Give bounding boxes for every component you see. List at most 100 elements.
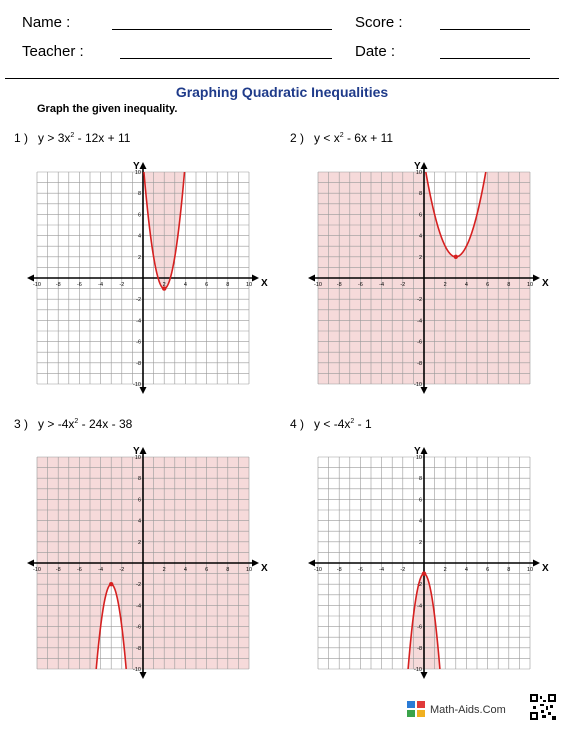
graph-4[interactable]: X Y -10 -8 -6 -4 -2 2 4 6 8 10 -10 -8 -6 -4 -2 2 4 6 8 10 bbox=[282, 437, 564, 697]
x-tick-label: 10 bbox=[246, 282, 252, 288]
y-tick-label: -8 bbox=[136, 361, 141, 367]
problem-rhs: - 24x - 38 bbox=[78, 417, 133, 431]
x-tick-label: 8 bbox=[226, 567, 229, 573]
brand-text[interactable]: Math-Aids.Com bbox=[430, 704, 506, 716]
x-tick-label: -10 bbox=[314, 282, 322, 288]
problem-label-4: 4 ) y < -4x2 - 1 bbox=[290, 417, 372, 431]
y-tick-label: 8 bbox=[138, 476, 141, 482]
x-tick-label: 4 bbox=[465, 567, 468, 573]
x-tick-label: -2 bbox=[400, 567, 405, 573]
y-tick-label: -10 bbox=[133, 667, 141, 673]
x-tick-label: -10 bbox=[33, 567, 41, 573]
y-tick-label: -2 bbox=[136, 297, 141, 303]
math-aids-logo-icon bbox=[407, 701, 425, 717]
y-tick-label: 6 bbox=[138, 497, 141, 503]
axes bbox=[27, 447, 259, 679]
y-axis-label: Y bbox=[133, 161, 140, 172]
y-tick-label: 6 bbox=[138, 212, 141, 218]
y-tick-label: -8 bbox=[136, 646, 141, 652]
graph-1[interactable]: X Y -10 -8 -6 -4 -2 2 4 6 8 10 -10 -8 -6 -4 -2 2 4 6 8 10 bbox=[0, 148, 282, 418]
y-tick-label: 6 bbox=[419, 212, 422, 218]
y-tick-label: -2 bbox=[417, 582, 422, 588]
y-tick-label: 2 bbox=[419, 255, 422, 261]
x-tick-label: -6 bbox=[77, 282, 82, 288]
x-tick-label: 6 bbox=[205, 282, 208, 288]
x-tick-label: 10 bbox=[527, 567, 533, 573]
x-tick-label: 4 bbox=[184, 567, 187, 573]
x-tick-label: -2 bbox=[119, 282, 124, 288]
x-tick-label: 4 bbox=[184, 282, 187, 288]
y-tick-label: -6 bbox=[136, 625, 141, 631]
header-divider bbox=[5, 78, 559, 79]
problem-rhs: - 6x + 11 bbox=[343, 131, 394, 145]
axes bbox=[308, 447, 540, 679]
problem-rhs: - 12x + 11 bbox=[74, 131, 131, 145]
y-tick-label: -10 bbox=[133, 382, 141, 388]
x-tick-label: -6 bbox=[358, 567, 363, 573]
x-tick-label: 10 bbox=[527, 282, 533, 288]
x-tick-label: -8 bbox=[56, 282, 61, 288]
x-tick-label: -8 bbox=[337, 567, 342, 573]
y-axis-label: Y bbox=[414, 161, 421, 172]
instruction: Graph the given inequality. bbox=[37, 103, 178, 115]
problem-label-3: 3 ) y > -4x2 - 24x - 38 bbox=[14, 417, 132, 431]
x-tick-label: 6 bbox=[205, 567, 208, 573]
problem-number: 4 ) bbox=[290, 417, 305, 431]
x-tick-label: -6 bbox=[358, 282, 363, 288]
x-tick-label: 2 bbox=[163, 282, 166, 288]
problem-lhs: y > 3x bbox=[38, 131, 71, 145]
y-tick-label: -4 bbox=[136, 603, 141, 609]
date-label: Date : bbox=[355, 43, 396, 60]
axes bbox=[308, 162, 540, 394]
x-tick-label: -4 bbox=[98, 567, 103, 573]
y-tick-label: 4 bbox=[138, 234, 141, 240]
y-tick-label: -4 bbox=[417, 318, 422, 324]
y-tick-label: 8 bbox=[419, 476, 422, 482]
y-tick-label: 4 bbox=[419, 234, 422, 240]
teacher-label: Teacher : bbox=[22, 43, 84, 60]
x-tick-label: -8 bbox=[56, 567, 61, 573]
vertex-point bbox=[109, 582, 114, 587]
x-tick-label: 6 bbox=[486, 282, 489, 288]
x-tick-label: 6 bbox=[486, 567, 489, 573]
name-field-line[interactable] bbox=[112, 29, 332, 30]
y-tick-label: 10 bbox=[416, 170, 422, 176]
x-tick-label: -2 bbox=[119, 567, 124, 573]
problem-lhs: y > -4x bbox=[38, 417, 75, 431]
vertex-point bbox=[162, 286, 167, 291]
x-axis-label: X bbox=[542, 563, 549, 574]
x-tick-label: 2 bbox=[444, 567, 447, 573]
date-field-line[interactable] bbox=[440, 58, 530, 59]
graph-2[interactable]: X Y -10 -8 -6 -4 -2 2 4 6 8 10 -10 -8 -6 -4 -2 2 4 6 8 10 bbox=[282, 148, 564, 418]
y-tick-label: -6 bbox=[136, 340, 141, 346]
x-tick-label: 4 bbox=[465, 282, 468, 288]
x-tick-label: 8 bbox=[507, 567, 510, 573]
y-tick-label: -6 bbox=[417, 340, 422, 346]
x-tick-label: 10 bbox=[246, 567, 252, 573]
x-tick-label: -6 bbox=[77, 567, 82, 573]
x-axis-label: X bbox=[261, 563, 268, 574]
x-tick-label: -2 bbox=[400, 282, 405, 288]
x-axis-label: X bbox=[542, 278, 549, 289]
problem-lhs: y < -4x bbox=[314, 417, 351, 431]
x-tick-label: -4 bbox=[98, 282, 103, 288]
problem-number: 1 ) bbox=[14, 131, 29, 145]
vertex-point bbox=[421, 571, 427, 576]
score-label: Score : bbox=[355, 14, 403, 31]
x-tick-label: 2 bbox=[444, 282, 447, 288]
problem-rhs: - 1 bbox=[354, 417, 372, 431]
problem-number: 3 ) bbox=[14, 417, 29, 431]
teacher-field-line[interactable] bbox=[120, 58, 332, 59]
name-label: Name : bbox=[22, 14, 71, 31]
graph-3[interactable]: X Y -10 -8 -6 -4 -2 2 4 6 8 10 -10 -8 -6 -4 -2 2 4 6 8 10 bbox=[0, 437, 282, 697]
y-tick-label: 6 bbox=[419, 497, 422, 503]
y-axis-label: Y bbox=[414, 446, 421, 457]
y-tick-label: 2 bbox=[419, 540, 422, 546]
score-field-line[interactable] bbox=[440, 29, 530, 30]
y-tick-label: 10 bbox=[135, 455, 141, 461]
worksheet-title: Graphing Quadratic Inequalities bbox=[175, 84, 389, 100]
y-axis-label: Y bbox=[133, 446, 140, 457]
y-tick-label: 4 bbox=[138, 519, 141, 525]
y-tick-label: -8 bbox=[417, 361, 422, 367]
problem-label-1: 1 ) y > 3x2 - 12x + 11 bbox=[14, 131, 130, 145]
